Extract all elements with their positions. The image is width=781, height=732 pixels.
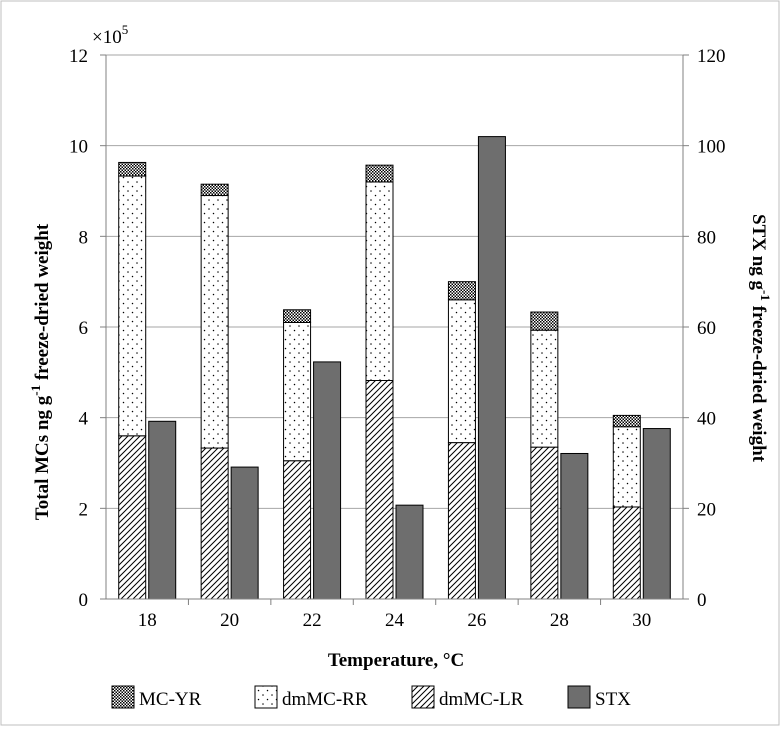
bar-dmmc-lr-28 [530,446,559,600]
x-tick-label: 28 [550,610,569,631]
left-tick-labels: 0 2 4 6 8 10 12 [69,46,106,611]
left-axis-multiplier: ×105 [92,22,128,48]
bar-dmmc-rr-28 [530,329,559,448]
bar-mc-yr-26 [447,281,476,301]
legend-swatch-dmmc-lr [411,685,435,709]
bar-stx-18 [148,420,177,600]
legend-label: dmMC-LR [439,689,524,710]
bar-dmmc-lr-22 [283,460,312,600]
bar-stx-24 [395,504,424,600]
right-tick-label: 80 [697,227,716,248]
x-tick-label: 26 [467,610,486,631]
left-tick-label: 2 [79,499,89,520]
bar-stx-26 [477,136,506,600]
left-tick-label: 10 [69,137,88,158]
bar-mc-yr-24 [365,164,394,183]
bar-dmmc-rr-26 [447,299,476,444]
bar-dmmc-rr-18 [118,175,147,437]
right-tick-label: 120 [697,46,726,67]
left-tick-label: 12 [69,46,88,67]
x-axis-title: Temperature, °C [328,650,464,671]
legend-swatch-dmmc-rr [254,685,278,709]
bar-stx-22 [313,361,342,600]
right-tick-label: 20 [697,499,716,520]
right-tick-label: 60 [697,318,716,339]
bar-mc-yr-18 [118,161,147,177]
legend-label: STX [595,689,631,710]
right-tick-labels: 0 20 40 60 80 100 120 [683,46,726,611]
bar-stx-30 [642,428,671,600]
bars [118,136,671,600]
bar-dmmc-lr-26 [447,442,476,600]
bar-dmmc-lr-24 [365,379,394,600]
bar-stx-20 [230,466,259,600]
bar-mc-yr-20 [200,183,229,197]
legend-swatch-stx [567,685,591,709]
bar-dmmc-rr-24 [365,181,394,381]
x-tick-label: 18 [138,610,157,631]
left-tick-label: 6 [79,318,89,339]
x-tick-label: 30 [632,610,651,631]
bar-dmmc-lr-18 [118,435,147,600]
right-tick-label: 100 [697,137,726,158]
left-tick-label: 4 [79,409,89,430]
x-tick-label: 24 [385,610,405,631]
legend-swatch-mc-yr [111,685,135,709]
bar-mc-yr-22 [283,309,312,323]
right-axis-title: STX ng g-1 freeze-dried weight [748,214,773,463]
legend-label: MC-YR [139,689,202,710]
bar-mc-yr-30 [612,414,641,428]
x-tick-label: 22 [303,610,322,631]
bar-dmmc-rr-20 [200,195,229,449]
bar-dmmc-rr-30 [612,426,641,508]
bar-dmmc-lr-20 [200,447,229,600]
legend: MC-YR dmMC-RR dmMC-LR STX [111,685,631,710]
legend-label: dmMC-RR [282,689,368,710]
left-tick-label: 8 [79,227,89,248]
x-tick-labels: 18 20 22 24 26 28 30 [138,599,651,631]
right-tick-label: 0 [697,590,707,611]
bar-dmmc-rr-22 [283,321,312,462]
left-tick-label: 0 [79,590,89,611]
x-tick-label: 20 [220,610,239,631]
bar-stx-28 [560,452,589,600]
left-axis-title: Total MCs ng g-1 freeze-dried weight [28,223,53,520]
bar-dmmc-lr-30 [612,506,641,600]
bar-mc-yr-28 [530,311,559,331]
right-tick-label: 40 [697,409,716,430]
